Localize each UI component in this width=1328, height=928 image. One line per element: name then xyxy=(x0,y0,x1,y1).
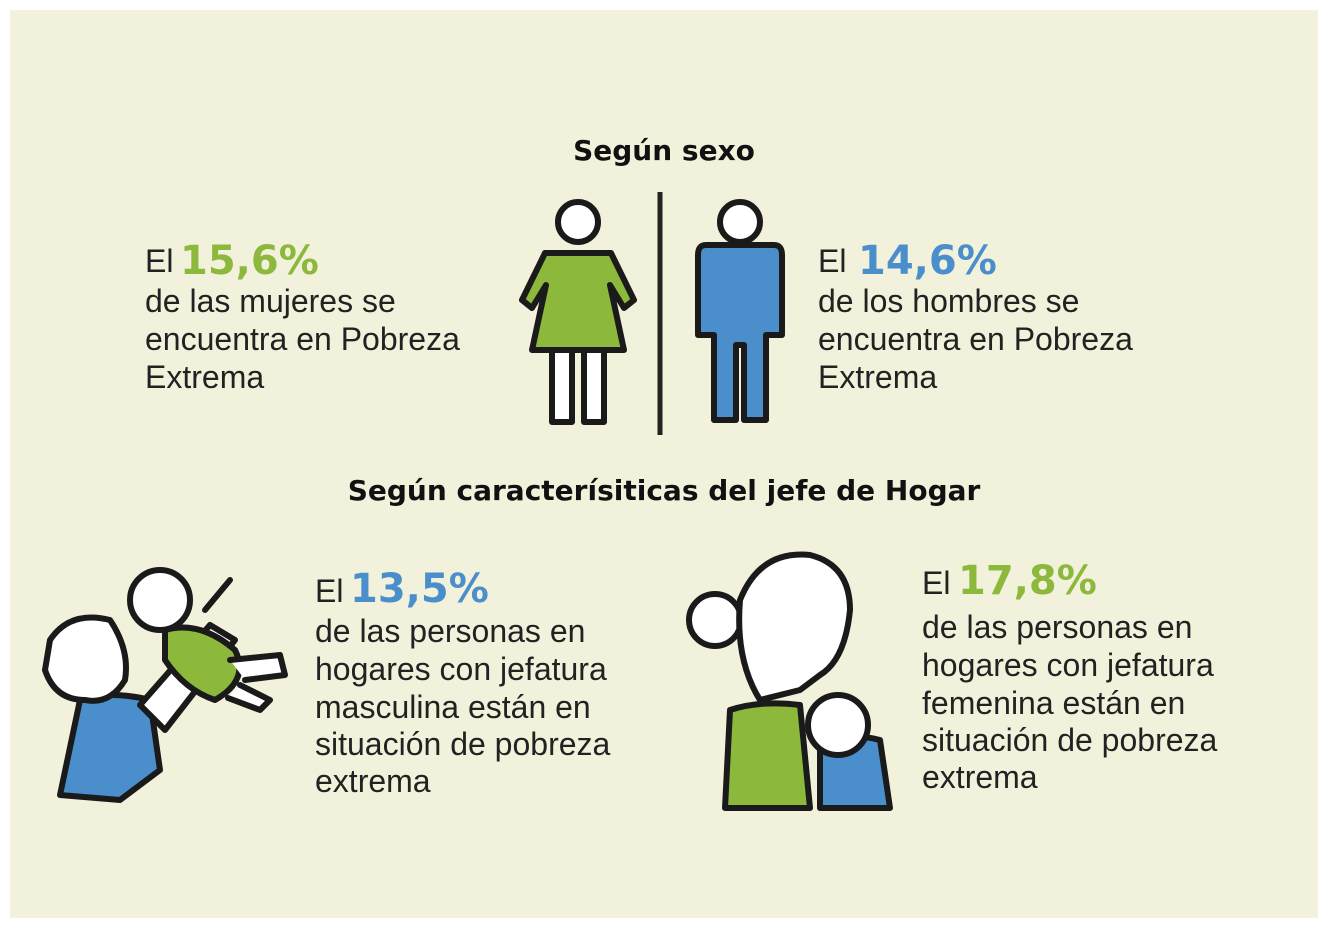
section-heading: Según sexo xyxy=(573,134,755,167)
description: de las mujeres se xyxy=(145,283,396,319)
description: hogares con jefatura xyxy=(315,651,607,687)
description: de los hombres se xyxy=(818,283,1079,319)
infographic: Según sexo El 15,6% de las mujeres se en… xyxy=(0,0,1328,928)
section-heading: Según caracterísiticas del jefe de Hogar xyxy=(348,474,981,507)
description: hogares con jefatura xyxy=(922,647,1214,683)
description: encuentra en Pobreza xyxy=(145,321,460,357)
description: situación de pobreza xyxy=(315,726,611,762)
percentage: 17,8% xyxy=(958,558,1097,604)
description: encuentra en Pobreza xyxy=(818,321,1133,357)
prefix: El xyxy=(818,243,846,279)
description: masculina están en xyxy=(315,689,591,725)
description: extrema xyxy=(922,759,1038,795)
description: de las personas en xyxy=(922,609,1192,645)
percentage: 15,6% xyxy=(180,238,319,284)
description: situación de pobreza xyxy=(922,722,1218,758)
description: Extrema xyxy=(818,359,937,395)
percentage: 14,6% xyxy=(858,238,997,284)
prefix: El xyxy=(145,243,173,279)
prefix: El xyxy=(315,573,343,609)
percentage: 13,5% xyxy=(350,566,489,612)
description: de las personas en xyxy=(315,613,585,649)
description: Extrema xyxy=(145,359,264,395)
prefix: El xyxy=(922,565,950,601)
description: femenina están en xyxy=(922,685,1185,721)
description: extrema xyxy=(315,763,431,799)
